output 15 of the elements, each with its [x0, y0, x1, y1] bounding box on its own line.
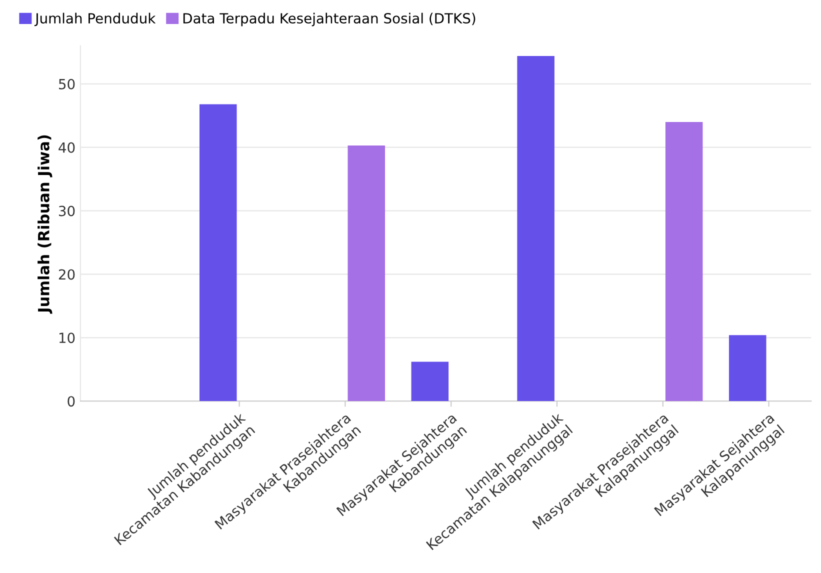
legend-label: Data Terpadu Kesejahteraan Sosial (DTKS)	[183, 12, 476, 26]
y-tick-label: 40	[58, 142, 75, 153]
bar	[411, 362, 449, 402]
y-tick-label: 0	[68, 396, 75, 407]
y-tick-label: 20	[58, 269, 75, 280]
y-tick-label: 30	[58, 206, 75, 216]
bar	[199, 104, 237, 402]
bar	[348, 145, 386, 402]
y-axis-title: Jumlah (Ribuan Jiwa)	[38, 135, 52, 314]
y-tick-label: 10	[59, 332, 75, 344]
legend-label: Jumlah Penduduk	[34, 12, 156, 26]
bar	[728, 335, 766, 402]
bar	[665, 122, 703, 402]
y-tick-label: 50	[58, 78, 75, 90]
bar	[517, 56, 554, 402]
